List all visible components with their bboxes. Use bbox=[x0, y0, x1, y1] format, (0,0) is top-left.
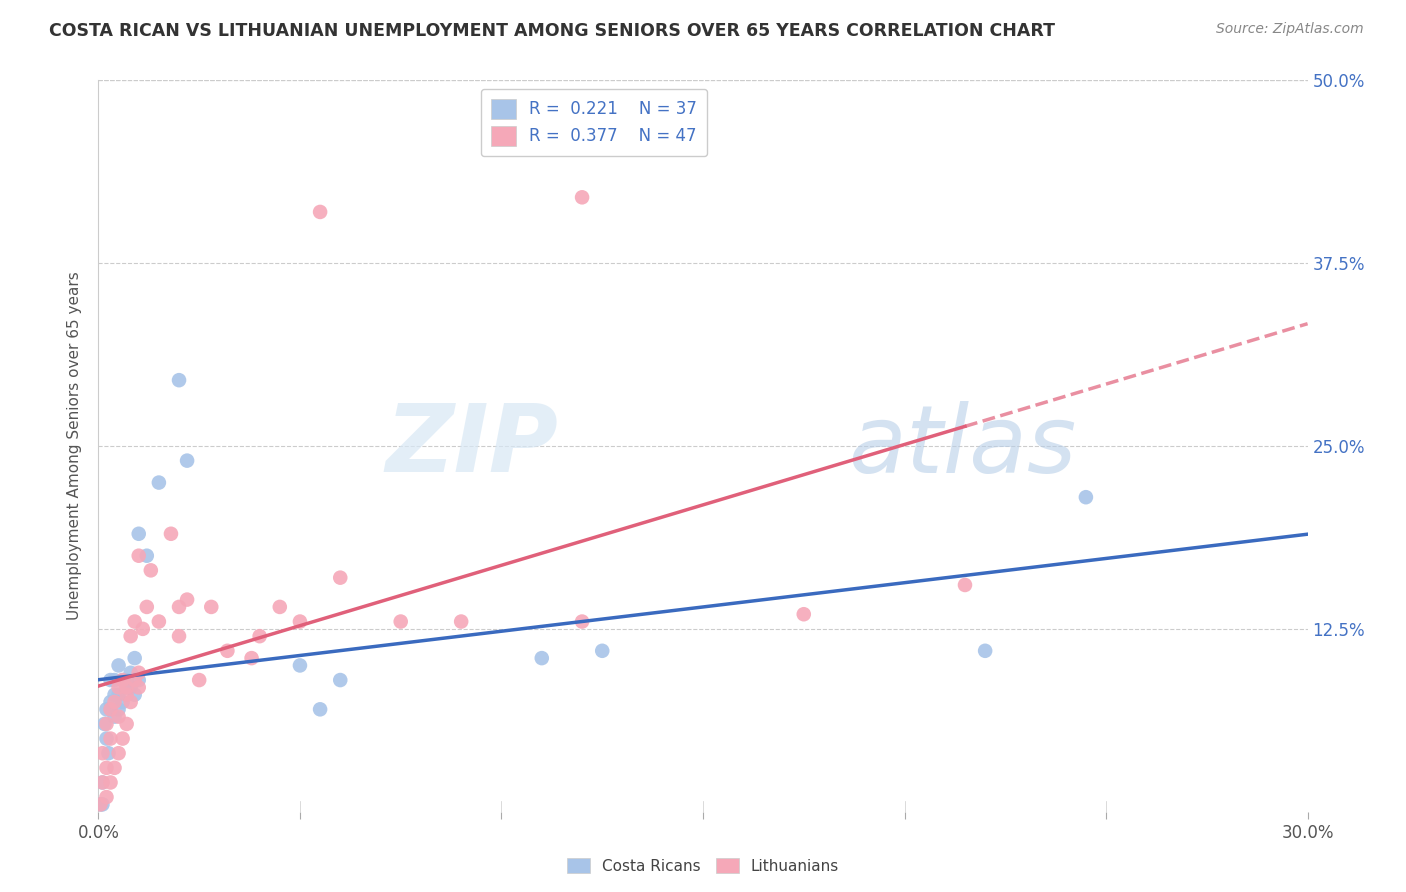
Point bbox=[450, 615, 472, 629]
Point bbox=[953, 578, 976, 592]
Point bbox=[530, 651, 553, 665]
Point bbox=[100, 702, 122, 716]
Y-axis label: Unemployment Among Seniors over 65 years: Unemployment Among Seniors over 65 years bbox=[67, 272, 83, 620]
Point bbox=[309, 702, 332, 716]
Point bbox=[115, 717, 138, 731]
Point bbox=[96, 731, 118, 746]
Point bbox=[96, 761, 118, 775]
Point bbox=[188, 673, 211, 687]
Point bbox=[107, 681, 129, 695]
Point bbox=[571, 190, 593, 204]
Point bbox=[249, 629, 271, 643]
Point bbox=[120, 695, 142, 709]
Point bbox=[100, 702, 122, 716]
Point bbox=[591, 644, 613, 658]
Point bbox=[217, 644, 239, 658]
Point bbox=[111, 673, 134, 687]
Text: COSTA RICAN VS LITHUANIAN UNEMPLOYMENT AMONG SENIORS OVER 65 YEARS CORRELATION C: COSTA RICAN VS LITHUANIAN UNEMPLOYMENT A… bbox=[49, 22, 1056, 40]
Text: atlas: atlas bbox=[848, 401, 1077, 491]
Point bbox=[132, 622, 155, 636]
Point bbox=[135, 599, 157, 614]
Point bbox=[167, 629, 190, 643]
Point bbox=[107, 709, 129, 723]
Point bbox=[120, 665, 142, 680]
Point bbox=[115, 681, 138, 695]
Point bbox=[176, 592, 198, 607]
Point bbox=[974, 644, 997, 658]
Point bbox=[115, 681, 138, 695]
Point bbox=[124, 651, 146, 665]
Point bbox=[148, 475, 170, 490]
Point bbox=[139, 563, 162, 577]
Point bbox=[240, 651, 263, 665]
Point bbox=[571, 615, 593, 629]
Point bbox=[793, 607, 815, 622]
Point bbox=[107, 702, 129, 716]
Point bbox=[96, 790, 118, 805]
Text: ZIP: ZIP bbox=[385, 400, 558, 492]
Point bbox=[1074, 490, 1097, 504]
Text: Source: ZipAtlas.com: Source: ZipAtlas.com bbox=[1216, 22, 1364, 37]
Point bbox=[103, 673, 125, 687]
Point bbox=[97, 746, 120, 760]
Point bbox=[103, 695, 125, 709]
Point bbox=[111, 731, 134, 746]
Point bbox=[100, 775, 122, 789]
Legend: R =  0.221    N = 37, R =  0.377    N = 47: R = 0.221 N = 37, R = 0.377 N = 47 bbox=[481, 88, 707, 156]
Point bbox=[160, 526, 183, 541]
Point bbox=[103, 688, 125, 702]
Point bbox=[148, 615, 170, 629]
Point bbox=[167, 599, 190, 614]
Point bbox=[115, 673, 138, 687]
Point bbox=[124, 688, 146, 702]
Point bbox=[107, 658, 129, 673]
Point bbox=[120, 681, 142, 695]
Point bbox=[89, 797, 111, 812]
Point bbox=[269, 599, 291, 614]
Point bbox=[124, 673, 146, 687]
Point bbox=[107, 688, 129, 702]
Point bbox=[91, 746, 114, 760]
Point bbox=[176, 453, 198, 467]
Point bbox=[103, 709, 125, 723]
Point bbox=[103, 761, 125, 775]
Point bbox=[111, 695, 134, 709]
Point bbox=[100, 673, 122, 687]
Point bbox=[128, 526, 150, 541]
Point bbox=[111, 673, 134, 687]
Point bbox=[96, 717, 118, 731]
Point bbox=[100, 731, 122, 746]
Point bbox=[389, 615, 412, 629]
Point bbox=[91, 775, 114, 789]
Point bbox=[128, 549, 150, 563]
Point bbox=[115, 688, 138, 702]
Point bbox=[128, 673, 150, 687]
Point bbox=[135, 549, 157, 563]
Point bbox=[100, 695, 122, 709]
Point bbox=[91, 775, 114, 789]
Point bbox=[167, 373, 190, 387]
Point bbox=[128, 665, 150, 680]
Point bbox=[120, 629, 142, 643]
Point bbox=[96, 702, 118, 716]
Point bbox=[91, 797, 114, 812]
Point bbox=[200, 599, 222, 614]
Point bbox=[288, 658, 311, 673]
Point bbox=[124, 615, 146, 629]
Point bbox=[329, 571, 352, 585]
Point bbox=[309, 205, 332, 219]
Point bbox=[107, 746, 129, 760]
Point bbox=[288, 615, 311, 629]
Point bbox=[329, 673, 352, 687]
Point bbox=[128, 681, 150, 695]
Point bbox=[89, 797, 111, 812]
Legend: Costa Ricans, Lithuanians: Costa Ricans, Lithuanians bbox=[561, 852, 845, 880]
Point bbox=[93, 717, 115, 731]
